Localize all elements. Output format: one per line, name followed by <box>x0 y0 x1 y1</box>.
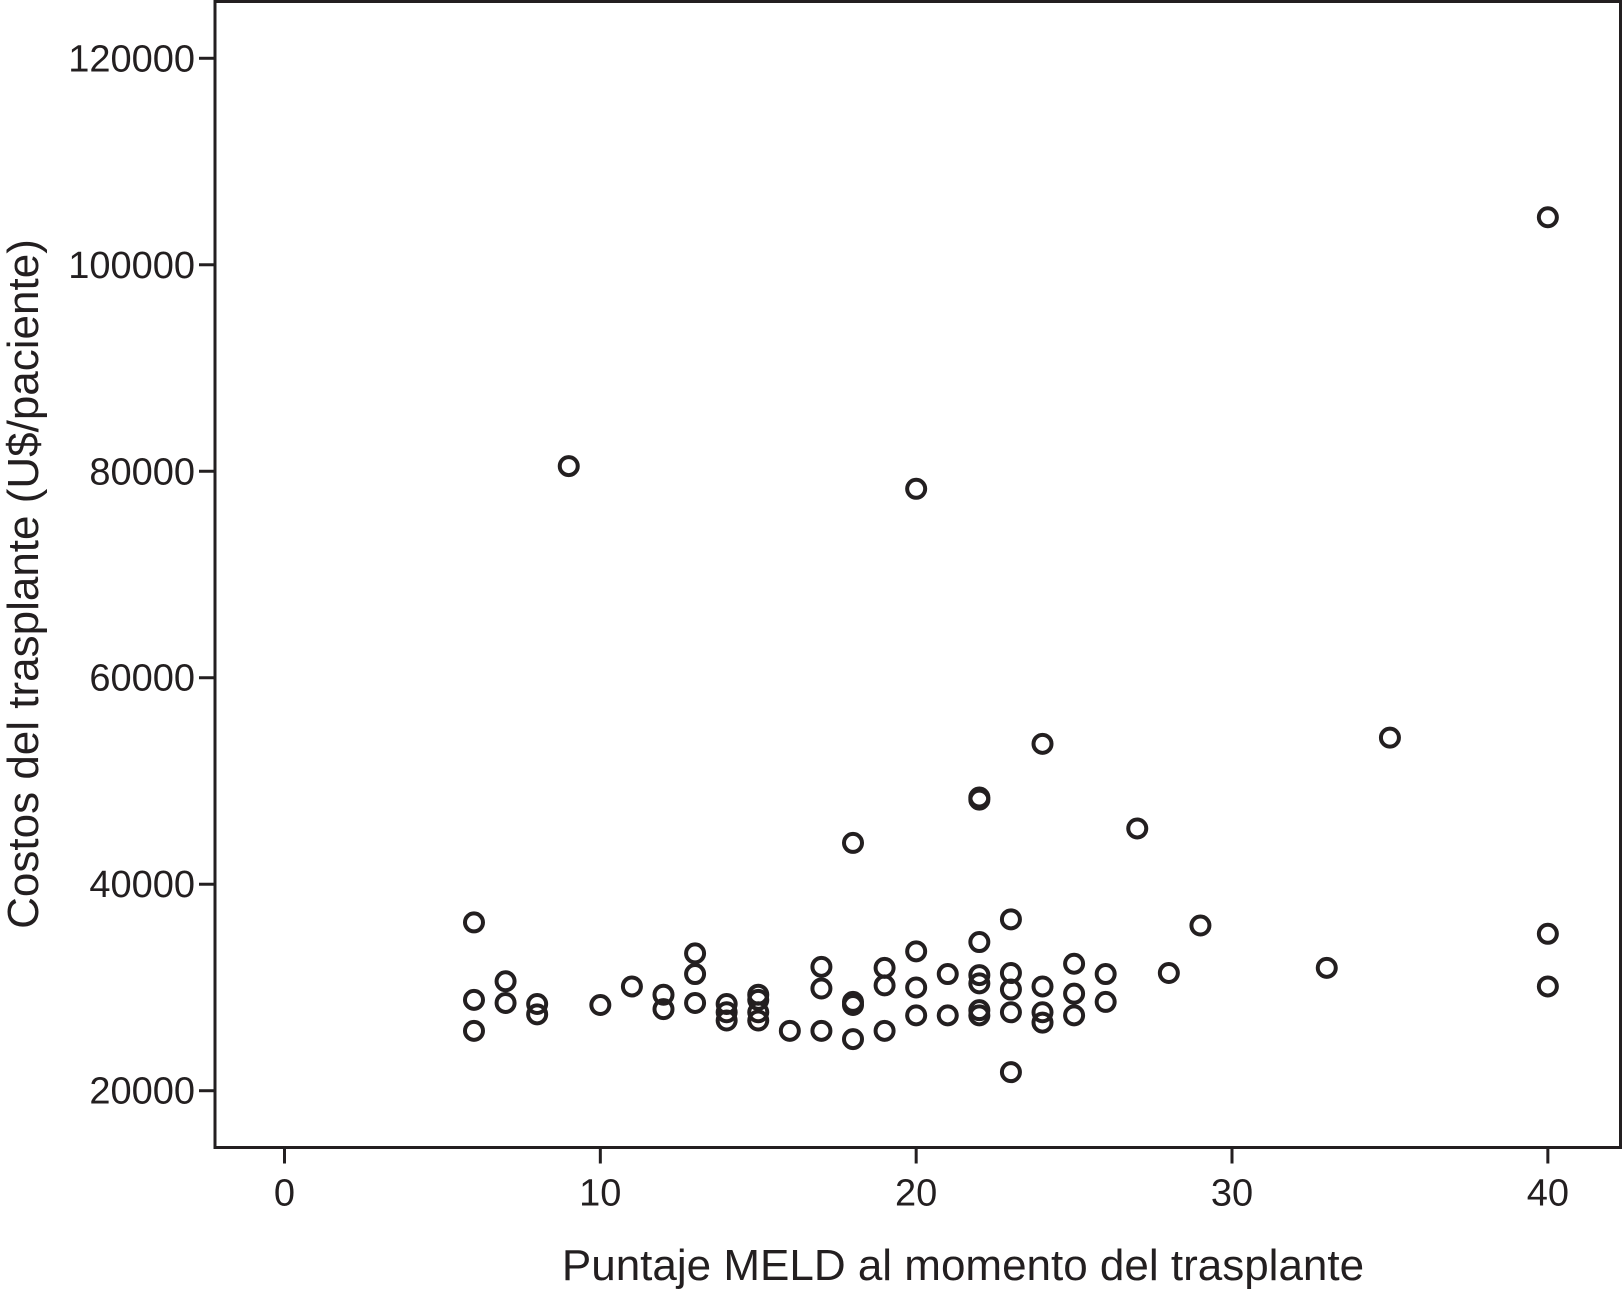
y-axis: 20000 40000 60000 80000 100000 120000 <box>68 38 215 1113</box>
data-point <box>905 1004 928 1027</box>
data-point <box>1157 962 1180 985</box>
data-point <box>715 1009 738 1032</box>
data-point <box>999 1061 1022 1084</box>
data-point <box>684 991 707 1014</box>
data-point <box>526 1003 549 1026</box>
data-point <box>905 976 928 999</box>
data-point <box>968 931 991 954</box>
data-point <box>1031 1011 1054 1034</box>
data-point <box>905 477 928 500</box>
data-point <box>1536 206 1559 229</box>
data-point <box>1536 922 1559 945</box>
data-point <box>589 994 612 1017</box>
data-point <box>1378 726 1401 749</box>
y-tick-label: 40000 <box>89 864 195 906</box>
y-tick-label: 80000 <box>89 451 195 493</box>
data-point <box>810 1019 833 1042</box>
data-point <box>810 955 833 978</box>
data-point <box>936 1004 959 1027</box>
data-point <box>715 1001 738 1024</box>
data-point <box>905 940 928 963</box>
data-point <box>778 1019 801 1042</box>
data-point <box>968 1004 991 1027</box>
x-tick-label: 10 <box>579 1173 621 1215</box>
data-point <box>1536 975 1559 998</box>
plot-frame <box>213 0 1622 1149</box>
data-point <box>999 1001 1022 1024</box>
data-point <box>1063 982 1086 1005</box>
data-point <box>494 970 517 993</box>
data-point <box>968 788 991 811</box>
data-point <box>873 956 896 979</box>
data-point <box>810 977 833 1000</box>
y-tick-label: 60000 <box>89 658 195 700</box>
data-point <box>652 983 675 1006</box>
data-point <box>1031 1001 1054 1024</box>
data-point <box>1063 1004 1086 1027</box>
data-point <box>999 908 1022 931</box>
data-point <box>968 964 991 987</box>
x-tick-label: 40 <box>1527 1173 1569 1215</box>
data-point <box>1189 914 1212 937</box>
data-point <box>873 1019 896 1042</box>
data-point <box>684 942 707 965</box>
data-point <box>999 978 1022 1001</box>
x-axis: 0 10 20 30 40 <box>274 1147 1569 1215</box>
data-point <box>1094 963 1117 986</box>
x-tick-label: 0 <box>274 1173 295 1215</box>
data-point <box>1031 975 1054 998</box>
data-point <box>1063 952 1086 975</box>
data-point <box>1031 732 1054 755</box>
data-point <box>526 992 549 1015</box>
data-point <box>747 1001 770 1024</box>
x-axis-title: Puntaje MELD al momento del trasplante <box>562 1241 1364 1290</box>
y-tick-label: 20000 <box>89 1071 195 1113</box>
data-point <box>747 1009 770 1032</box>
data-point <box>462 988 485 1011</box>
x-tick-label: 20 <box>895 1173 937 1215</box>
data-points <box>462 206 1559 1084</box>
data-point <box>494 991 517 1014</box>
data-point <box>936 963 959 986</box>
y-axis-title: Costos del trasplante (U$/paciente) <box>0 239 48 929</box>
data-point <box>462 911 485 934</box>
data-point <box>842 831 865 854</box>
data-point <box>842 994 865 1017</box>
x-tick-label: 30 <box>1211 1173 1253 1215</box>
data-point <box>747 988 770 1011</box>
data-point <box>684 963 707 986</box>
data-point <box>968 972 991 995</box>
y-tick-label: 120000 <box>68 38 195 80</box>
data-point <box>842 1028 865 1051</box>
data-point <box>1094 990 1117 1013</box>
data-point <box>652 998 675 1021</box>
data-point <box>1126 817 1149 840</box>
data-point <box>873 974 896 997</box>
data-point <box>557 455 580 478</box>
data-point <box>462 1019 485 1042</box>
data-point <box>1315 956 1338 979</box>
y-tick-label: 100000 <box>68 245 195 287</box>
data-point <box>620 975 643 998</box>
